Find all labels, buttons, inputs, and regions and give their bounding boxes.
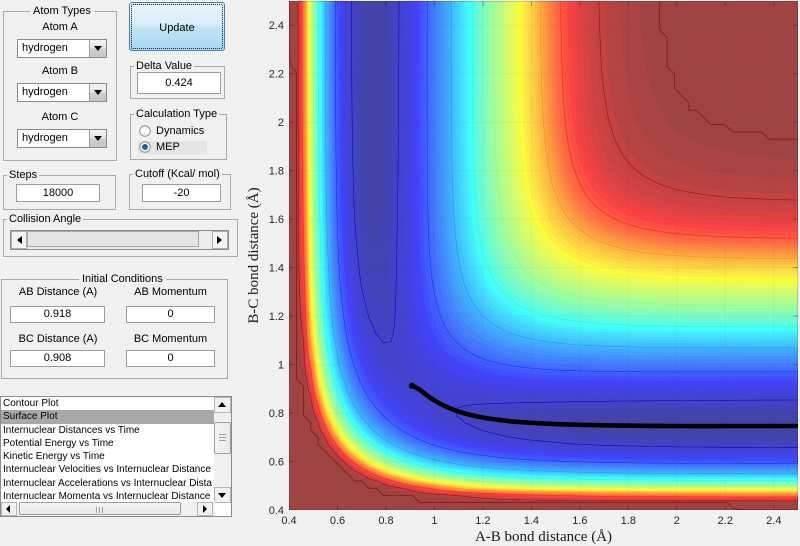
svg-text:2.2: 2.2: [269, 69, 284, 81]
svg-text:1.6: 1.6: [269, 214, 284, 226]
svg-text:1.2: 1.2: [269, 311, 284, 323]
svg-text:1.4: 1.4: [524, 515, 539, 527]
svg-text:A-B bond distance (Å): A-B bond distance (Å): [475, 529, 612, 545]
svg-text:1.8: 1.8: [621, 515, 636, 527]
svg-text:0.6: 0.6: [269, 457, 284, 469]
svg-text:0.8: 0.8: [269, 408, 284, 420]
svg-text:2.2: 2.2: [718, 515, 733, 527]
svg-text:2: 2: [278, 117, 284, 129]
svg-text:B-C bond distance (Å): B-C bond distance (Å): [246, 187, 262, 323]
svg-text:2.4: 2.4: [269, 20, 284, 32]
svg-text:1: 1: [278, 360, 284, 372]
svg-text:2.4: 2.4: [766, 515, 781, 527]
svg-text:1.8: 1.8: [269, 166, 284, 178]
svg-text:2: 2: [674, 515, 680, 527]
svg-text:0.6: 0.6: [330, 515, 345, 527]
svg-text:0.4: 0.4: [269, 505, 284, 517]
svg-text:0.8: 0.8: [378, 515, 393, 527]
svg-text:1.6: 1.6: [572, 515, 587, 527]
svg-text:0.4: 0.4: [281, 515, 296, 527]
svg-text:1.2: 1.2: [475, 515, 490, 527]
svg-text:1: 1: [431, 515, 437, 527]
svg-text:1.4: 1.4: [269, 263, 284, 275]
